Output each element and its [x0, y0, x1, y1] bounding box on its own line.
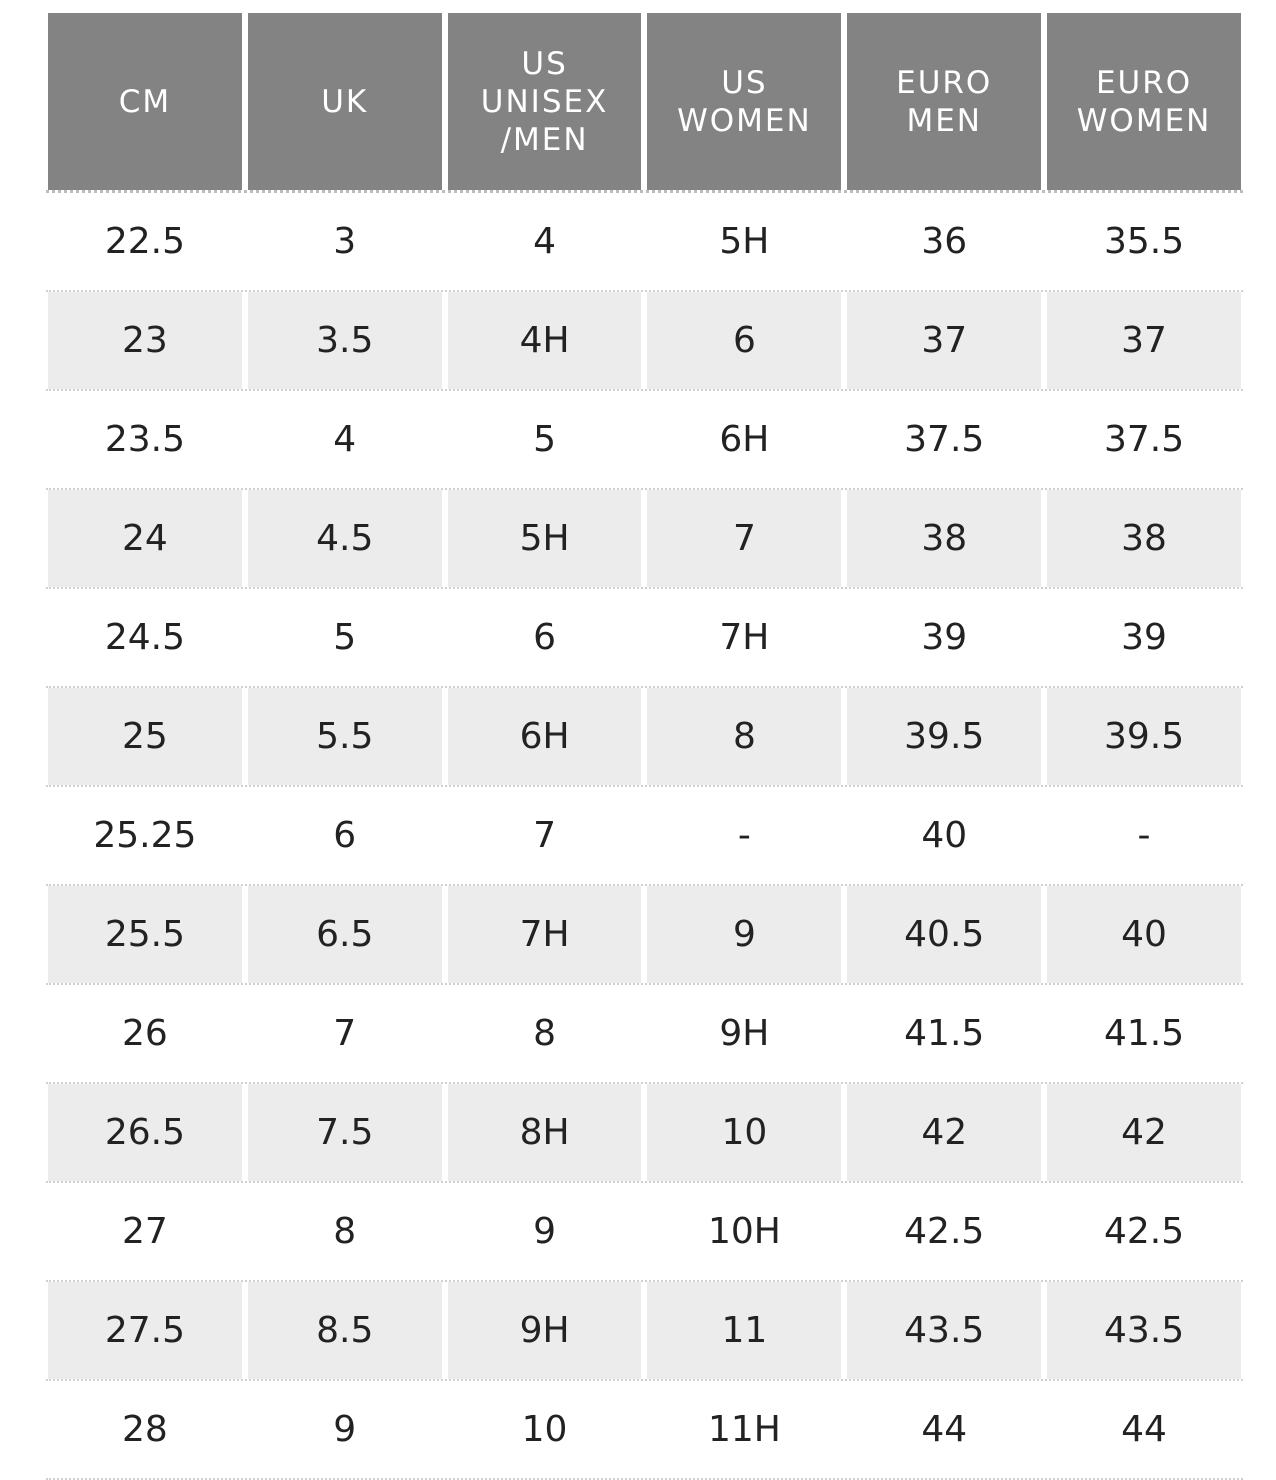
cell-uk: 6.5: [247, 886, 442, 983]
cell-euro-women: 41.5: [1103, 1013, 1185, 1054]
cell-euro-men: 37.5: [904, 419, 985, 460]
table-row: 27 8 9 10H 42.5 42.5: [46, 1183, 1243, 1282]
cell-us-women: 11: [647, 1282, 842, 1379]
cell-us-women: 7: [647, 490, 842, 587]
cell-us-women: 9: [647, 886, 842, 983]
cell-euro-men: 39: [921, 617, 968, 658]
cell-cm: 22.5: [104, 221, 185, 262]
table-row: 25.5 6.5 7H 9 40.5 40: [46, 886, 1243, 985]
cell-euro-men: 43.5: [847, 1282, 1042, 1379]
cell-euro-women: 39: [1121, 617, 1167, 658]
cell-us-women: 7H: [719, 617, 770, 658]
cell-euro-women: 40: [1047, 886, 1241, 983]
cell-euro-men: 36: [921, 221, 968, 262]
table-row: 23.5 4 5 6H 37.5 37.5: [46, 391, 1243, 490]
cell-euro-women: -: [1137, 815, 1151, 856]
table-row: 26.5 7.5 8H 10 42 42: [46, 1084, 1243, 1183]
header-euro-men: EURO MEN: [847, 13, 1042, 190]
cell-euro-men: 41.5: [904, 1013, 985, 1054]
cell-uk: 5.5: [247, 688, 442, 785]
cell-cm: 26.5: [48, 1084, 242, 1181]
cell-cm: 27.5: [48, 1282, 242, 1379]
table-row: 28 9 10 11H 44 44: [46, 1381, 1243, 1480]
table-row: 25.25 6 7 - 40 -: [46, 787, 1243, 886]
cell-cm: 24: [48, 490, 242, 587]
cell-cm: 25: [48, 688, 242, 785]
cell-us-unisex-men: 7H: [447, 886, 642, 983]
cell-uk: 8.5: [247, 1282, 442, 1379]
cell-euro-men: 37: [847, 292, 1042, 389]
header-us-women: US WOMEN: [647, 13, 842, 190]
header-cm: CM: [48, 13, 242, 190]
cell-us-unisex-men: 9H: [447, 1282, 642, 1379]
cell-cm: 23: [48, 292, 242, 389]
cell-uk: 4: [333, 419, 357, 460]
cell-uk: 4.5: [247, 490, 442, 587]
cell-us-unisex-men: 9: [533, 1211, 557, 1252]
cell-euro-women: 42: [1047, 1084, 1241, 1181]
cell-uk: 7: [333, 1013, 357, 1054]
table-row: 25 5.5 6H 8 39.5 39.5: [46, 688, 1243, 787]
cell-us-women: 10: [647, 1084, 842, 1181]
cell-euro-women: 38: [1047, 490, 1241, 587]
cell-euro-women: 37: [1047, 292, 1241, 389]
cell-cm: 23.5: [104, 419, 185, 460]
header-uk: UK: [247, 13, 442, 190]
cell-us-women: 6: [647, 292, 842, 389]
cell-euro-women: 37.5: [1103, 419, 1185, 460]
table-row: 23 3.5 4H 6 37 37: [46, 292, 1243, 391]
cell-uk: 3.5: [247, 292, 442, 389]
table-row: 22.5 3 4 5H 36 35.5: [46, 193, 1243, 292]
cell-us-unisex-men: 8H: [447, 1084, 642, 1181]
cell-cm: 24.5: [104, 617, 185, 658]
header-us-unisex-men: US UNISEX /MEN: [447, 13, 642, 190]
cell-us-women: -: [737, 815, 751, 856]
cell-euro-women: 43.5: [1047, 1282, 1241, 1379]
cell-us-unisex-men: 6: [533, 617, 557, 658]
size-chart-table: CM UK US UNISEX /MEN US WOMEN EURO MEN EURO W…: [46, 13, 1243, 1480]
table-row: 24 4.5 5H 7 38 38: [46, 490, 1243, 589]
table-row: 26 7 8 9H 41.5 41.5: [46, 985, 1243, 1084]
cell-us-women: 5H: [719, 221, 770, 262]
cell-cm: 28: [122, 1409, 168, 1450]
table-row: 27.5 8.5 9H 11 43.5 43.5: [46, 1282, 1243, 1381]
header-row: CM UK US UNISEX /MEN US WOMEN EURO MEN EURO W…: [46, 13, 1243, 193]
cell-cm: 27: [122, 1211, 168, 1252]
cell-euro-men: 40.5: [847, 886, 1042, 983]
cell-us-women: 8: [647, 688, 842, 785]
cell-euro-men: 42: [847, 1084, 1042, 1181]
cell-us-unisex-men: 8: [533, 1013, 557, 1054]
cell-cm: 25.5: [48, 886, 242, 983]
cell-us-unisex-men: 4H: [447, 292, 642, 389]
table-row: 24.5 5 6 7H 39 39: [46, 589, 1243, 688]
cell-euro-men: 39.5: [847, 688, 1042, 785]
cell-us-unisex-men: 7: [533, 815, 557, 856]
cell-euro-women: 39.5: [1047, 688, 1241, 785]
cell-us-women: 11H: [707, 1409, 781, 1450]
cell-uk: 8: [333, 1211, 357, 1252]
cell-cm: 26: [122, 1013, 168, 1054]
cell-euro-women: 35.5: [1103, 221, 1185, 262]
cell-us-women: 10H: [707, 1211, 781, 1252]
cell-euro-men: 38: [847, 490, 1042, 587]
cell-euro-women: 42.5: [1103, 1211, 1185, 1252]
cell-uk: 9: [333, 1409, 357, 1450]
cell-us-unisex-men: 5: [533, 419, 557, 460]
cell-uk: 7.5: [247, 1084, 442, 1181]
cell-us-women: 9H: [719, 1013, 770, 1054]
cell-us-unisex-men: 5H: [447, 490, 642, 587]
cell-us-unisex-men: 4: [533, 221, 557, 262]
cell-euro-men: 40: [921, 815, 968, 856]
cell-euro-men: 42.5: [904, 1211, 985, 1252]
cell-uk: 3: [333, 221, 357, 262]
cell-us-unisex-men: 10: [521, 1409, 568, 1450]
cell-cm: 25.25: [93, 815, 197, 856]
cell-euro-men: 44: [921, 1409, 968, 1450]
cell-us-women: 6H: [719, 419, 770, 460]
cell-uk: 5: [333, 617, 357, 658]
cell-euro-women: 44: [1121, 1409, 1167, 1450]
cell-us-unisex-men: 6H: [447, 688, 642, 785]
cell-uk: 6: [333, 815, 357, 856]
header-euro-women: EURO WOMEN: [1047, 13, 1241, 190]
